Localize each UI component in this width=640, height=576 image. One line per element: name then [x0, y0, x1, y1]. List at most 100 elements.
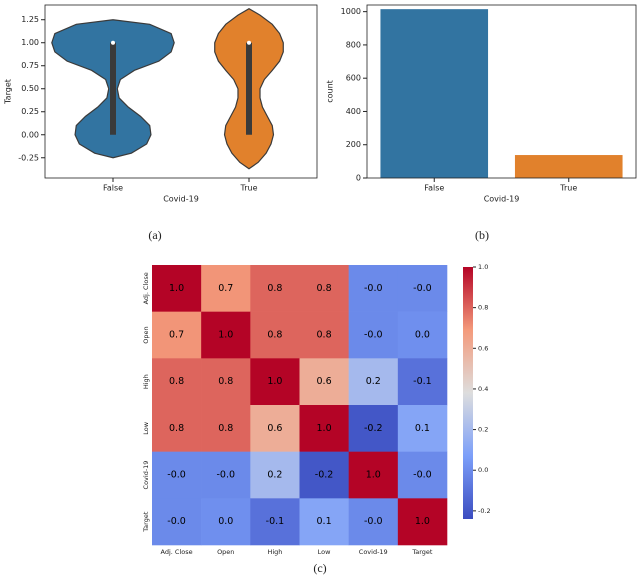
cell-label: -0.0 [364, 516, 383, 527]
cell-label: 0.2 [267, 470, 282, 481]
cell-label: 0.1 [317, 516, 332, 527]
violin-half [113, 19, 175, 158]
x-tick-label: Open [217, 548, 234, 556]
cell-label: 0.6 [317, 376, 332, 387]
cell-label: 0.8 [218, 376, 233, 387]
y-tick-label: Open [142, 326, 150, 343]
cell-label: 0.8 [218, 423, 233, 434]
cell-label: 0.8 [317, 283, 332, 294]
y-tick-label: Covid-19 [142, 461, 150, 490]
violin-box [246, 42, 252, 135]
x-axis-label: Covid-19 [163, 195, 199, 204]
cell-label: 0.8 [169, 376, 184, 387]
caption: (b) [475, 228, 489, 242]
colorbar [463, 267, 473, 519]
cell-label: 0.0 [415, 330, 430, 341]
y-tick-label: High [142, 374, 150, 389]
heatmap-cell [152, 405, 202, 452]
cell-label: 0.7 [169, 330, 184, 341]
violin-half [249, 8, 284, 169]
cell-label: -0.0 [216, 470, 235, 481]
heatmap-cell [348, 358, 399, 406]
cell-label: 1.0 [169, 283, 184, 294]
x-tick-label: High [267, 548, 282, 556]
heatmap-cell [201, 311, 251, 359]
heatmap-cell [299, 498, 349, 546]
heatmap-cell [299, 358, 349, 406]
cell-label: 1.0 [218, 330, 233, 341]
y-axis-label: Target [4, 79, 13, 105]
x-tick-label: True [240, 184, 258, 193]
heatmap-cell [397, 451, 448, 499]
cell-label: 0.8 [317, 330, 332, 341]
colorbar-tick-label: 0.8 [478, 304, 488, 312]
cell-label: -0.0 [364, 330, 383, 341]
heatmap-cell [201, 405, 251, 452]
heatmap-cell [250, 451, 300, 499]
violin-outline [51, 19, 175, 159]
heatmap-cell [348, 405, 399, 452]
colorbar-tick-label: 0.2 [478, 426, 488, 434]
y-tick-label: 200 [346, 140, 361, 149]
x-tick-label: Covid-19 [359, 548, 388, 556]
cell-label: 0.1 [415, 423, 430, 434]
caption: (c) [313, 561, 326, 575]
heatmap-cell [348, 498, 399, 546]
heatmap-cell [152, 358, 202, 406]
heatmap-cell [152, 265, 202, 312]
y-tick-label: Target [142, 511, 150, 533]
cell-label: -0.0 [413, 283, 432, 294]
violin-median [111, 40, 115, 45]
heatmap-cell [397, 358, 448, 406]
colorbar-tick-label: 1.0 [478, 263, 488, 271]
cell-label: 1.0 [415, 516, 430, 527]
cell-label: 0.0 [218, 516, 233, 527]
violin-outline [214, 7, 284, 170]
heatmap-cell [250, 311, 300, 359]
y-tick-label: 600 [346, 74, 361, 83]
heatmap-cell [152, 311, 202, 359]
y-tick-label: 0.25 [21, 107, 39, 116]
cell-label: 0.8 [267, 330, 282, 341]
x-tick-label: True [559, 184, 577, 193]
heatmap-cell [201, 498, 251, 546]
cell-label: 1.0 [366, 470, 381, 481]
heatmap-cell [348, 311, 399, 359]
cell-label: -0.0 [364, 283, 383, 294]
heatmap-cell [397, 311, 448, 359]
y-tick-label: 400 [346, 107, 361, 116]
y-tick-label: 1000 [341, 7, 361, 16]
heatmap-cell [201, 265, 251, 312]
heatmap-cell [299, 451, 349, 499]
y-tick-label: 1.25 [21, 15, 39, 24]
y-tick-label: -0.25 [18, 153, 39, 162]
axes-frame [366, 4, 637, 179]
violin-half [214, 8, 249, 169]
cell-label: -0.0 [413, 470, 432, 481]
heatmap-cell [299, 311, 349, 359]
heatmap-cell [348, 265, 399, 312]
heatmap-cell [299, 405, 349, 452]
y-tick-label: 0 [356, 174, 361, 183]
heatmap-cell [250, 358, 300, 406]
x-tick-label: Target [411, 548, 433, 556]
y-tick-label: Low [142, 421, 150, 434]
cell-label: 0.6 [267, 423, 282, 434]
heatmap-cell [397, 405, 448, 452]
x-axis-label: Covid-19 [484, 195, 520, 204]
y-tick-label: 0.75 [21, 61, 39, 70]
cell-label: -0.1 [413, 376, 432, 387]
x-tick-label: Low [318, 548, 331, 556]
y-tick-label: 1.00 [21, 38, 39, 47]
axes-frame [44, 4, 318, 179]
cell-label: -0.2 [364, 423, 383, 434]
cell-label: -0.0 [167, 470, 186, 481]
colorbar-tick-label: -0.2 [478, 507, 491, 515]
colorbar-tick-label: 0.4 [478, 385, 488, 393]
x-tick-label: False [424, 184, 444, 193]
heatmap-cell [250, 405, 300, 452]
y-tick-label: 0.00 [21, 130, 39, 139]
heatmap-cell [397, 498, 448, 546]
cell-label: -0.0 [167, 516, 186, 527]
